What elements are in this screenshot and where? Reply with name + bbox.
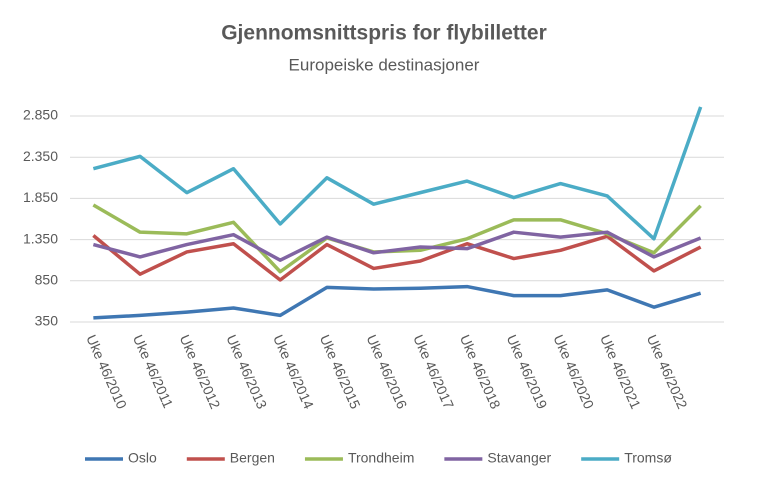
series-line — [92, 106, 703, 241]
legend-label: Stavanger — [487, 450, 551, 466]
chart-subtitle: Europeiske destinasjoner — [289, 55, 480, 74]
y-tick-label: 2.850 — [23, 107, 58, 123]
x-tick-label: Uke 46/2018 — [457, 332, 504, 411]
series-line — [92, 234, 702, 282]
legend-label: Trondheim — [348, 450, 414, 466]
x-tick-label: Uke 46/2010 — [83, 332, 130, 411]
legend-label: Tromsø — [624, 450, 672, 466]
chart-title: Gjennomsnittspris for flybilletter — [221, 22, 547, 45]
x-tick-label: Uke 46/2015 — [317, 332, 364, 411]
x-tick-label: Uke 46/2022 — [644, 332, 691, 411]
series-line — [92, 230, 702, 262]
x-tick-label: Uke 46/2020 — [550, 332, 597, 411]
series-line — [93, 284, 702, 320]
x-tick-label: Uke 46/2021 — [597, 332, 644, 411]
x-tick-label: Uke 46/2019 — [504, 332, 551, 411]
x-tick-label: Uke 46/2016 — [364, 332, 411, 411]
y-tick-label: 1.850 — [23, 189, 58, 205]
x-tick-label: Uke 46/2014 — [270, 332, 317, 411]
y-tick-label: 2.350 — [23, 148, 58, 164]
x-tick-label: Uke 46/2013 — [223, 332, 270, 411]
legend-label: Bergen — [230, 450, 275, 466]
y-tick-label: 350 — [35, 313, 59, 329]
y-tick-label: 1.350 — [23, 230, 58, 246]
x-tick-label: Uke 46/2012 — [177, 332, 224, 411]
legend-label: Oslo — [128, 450, 157, 466]
x-tick-label: Uke 46/2017 — [410, 332, 457, 411]
x-tick-label: Uke 46/2011 — [130, 332, 177, 410]
y-tick-label: 850 — [35, 272, 59, 288]
